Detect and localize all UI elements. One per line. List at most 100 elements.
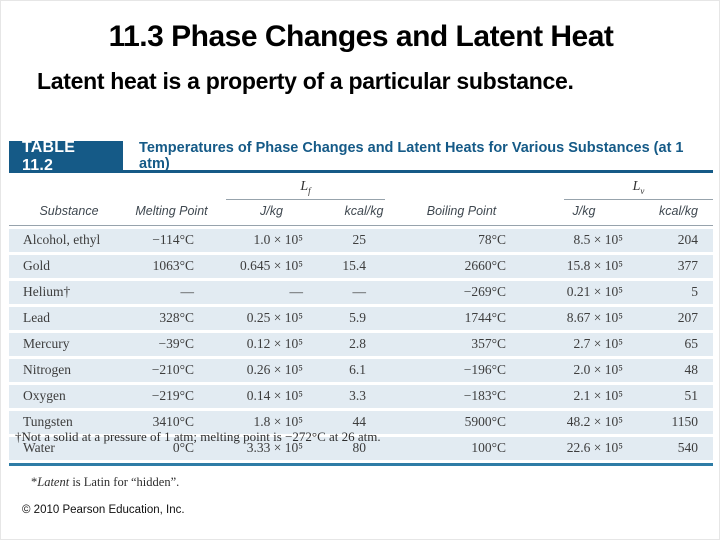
column-header-row: Substance Melting Point J/kg kcal/kg Boi… xyxy=(9,200,714,226)
value-cell: 8.67 × 10⁵ xyxy=(524,307,644,333)
value-cell: 1.0 × 10⁵ xyxy=(214,226,329,255)
substance-cell: Gold xyxy=(9,255,129,281)
value-cell: 3.3 xyxy=(329,385,399,411)
col-header-lv-kcalkg: kcal/kg xyxy=(644,200,714,226)
value-cell: 2660°C xyxy=(399,255,524,281)
substance-cell: Tungsten xyxy=(9,411,129,437)
value-cell: 0°C xyxy=(129,437,214,463)
table-row: Water 0°C 3.33 × 10⁵ 80 100°C 22.6 × 10⁵ 540 xyxy=(9,437,714,463)
footnote-latent-word: Latent xyxy=(37,475,70,489)
table-row: Oxygen −219°C 0.14 × 10⁵ 3.3 −183°C 2.1 × 10⁵… xyxy=(9,385,714,411)
substance-cell: Mercury xyxy=(9,333,129,359)
table-row: Nitrogen −210°C 0.26 × 10⁵ 6.1 −196°C 2.0 × 1… xyxy=(9,359,714,385)
table-figure: TABLE 11.2 Temperatures of Phase Changes… xyxy=(9,139,714,466)
page-title: 11.3 Phase Changes and Latent Heat xyxy=(108,20,614,53)
value-cell: 2.7 × 10⁵ xyxy=(524,333,644,359)
value-cell: 1744°C xyxy=(399,307,524,333)
lv-symbol: L xyxy=(632,179,641,195)
value-cell: −219°C xyxy=(129,385,214,411)
value-cell: 357°C xyxy=(399,333,524,359)
value-cell: −114°C xyxy=(129,226,214,255)
value-cell: −183°C xyxy=(399,385,524,411)
footnote-dagger: †Not a solid at a pressure of 1 atm; mel… xyxy=(15,429,381,444)
col-header-melting-point: Melting Point xyxy=(129,200,214,226)
lf-subscript: f xyxy=(308,186,311,196)
value-cell: 377 xyxy=(644,255,714,281)
col-header-lf-kcalkg: kcal/kg xyxy=(329,200,399,226)
substance-cell: Oxygen xyxy=(9,385,129,411)
value-cell: 48 xyxy=(644,359,714,385)
value-cell: 2.0 × 10⁵ xyxy=(524,359,644,385)
lv-subscript: v xyxy=(640,186,645,196)
footnote-latent: *Latent is Latin for “hidden”. xyxy=(31,475,179,490)
table-bottom-rule xyxy=(9,463,713,466)
substance-cell: Water xyxy=(9,437,129,463)
empty-header-cell xyxy=(399,178,524,200)
footnote-asterisk: * xyxy=(31,475,38,489)
value-cell: 80 xyxy=(329,437,399,463)
value-cell: 204 xyxy=(644,226,714,255)
col-header-lf-jkg: J/kg xyxy=(214,200,329,226)
value-cell: — xyxy=(214,281,329,307)
copyright-notice: © 2010 Pearson Education, Inc. xyxy=(22,504,185,516)
value-cell: 1.8 × 10⁵ xyxy=(214,411,329,437)
latent-heat-fusion-header: Lf xyxy=(214,178,399,200)
col-header-lv-jkg: J/kg xyxy=(524,200,644,226)
value-cell: 328°C xyxy=(129,307,214,333)
substance-cell: Nitrogen xyxy=(9,359,129,385)
table-row: Lead 328°C 0.25 × 10⁵ 5.9 1744°C 8.67 × 10⁵ 20… xyxy=(9,307,714,333)
value-cell: 0.14 × 10⁵ xyxy=(214,385,329,411)
latent-heat-group-row: Lf Lv xyxy=(9,178,714,200)
value-cell: 5900°C xyxy=(399,411,524,437)
value-cell: 15.8 × 10⁵ xyxy=(524,255,644,281)
table-row: Tungsten 3410°C 1.8 × 10⁵ 44 5900°C 48.2 × 10… xyxy=(9,411,714,437)
value-cell: 78°C xyxy=(399,226,524,255)
table-caption: Temperatures of Phase Changes and Latent… xyxy=(139,139,684,172)
value-cell: 0.26 × 10⁵ xyxy=(214,359,329,385)
value-cell: 25 xyxy=(329,226,399,255)
table-row: Gold 1063°C 0.645 × 10⁵ 15.4 2660°C 15.8 × 10… xyxy=(9,255,714,281)
substance-cell: Lead xyxy=(9,307,129,333)
footnote-latent-rest: is Latin for “hidden”. xyxy=(69,475,180,489)
value-cell: — xyxy=(129,281,214,307)
substance-cell: Alcohol, ethyl xyxy=(9,226,129,255)
value-cell: 15.4 xyxy=(329,255,399,281)
value-cell: −39°C xyxy=(129,333,214,359)
table-row: Mercury −39°C 0.12 × 10⁵ 2.8 357°C 2.7 × 10⁵ 6… xyxy=(9,333,714,359)
table-number-label: TABLE 11.2 xyxy=(9,139,124,174)
table-header: Lf Lv Substance Melting Point J/kg kcal/… xyxy=(9,178,714,226)
value-cell: 3.33 × 10⁵ xyxy=(214,437,329,463)
value-cell: 48.2 × 10⁵ xyxy=(524,411,644,437)
empty-header-cell xyxy=(9,178,129,200)
value-cell: 0.12 × 10⁵ xyxy=(214,333,329,359)
value-cell: 1063°C xyxy=(129,255,214,281)
phase-change-table: Lf Lv Substance Melting Point J/kg kcal/… xyxy=(9,178,714,463)
table-body: Alcohol, ethyl −114°C 1.0 × 10⁵ 25 78°C 8.5 ×… xyxy=(9,226,714,463)
value-cell: 1150 xyxy=(644,411,714,437)
value-cell: 0.21 × 10⁵ xyxy=(524,281,644,307)
value-cell: 51 xyxy=(644,385,714,411)
value-cell: 3410°C xyxy=(129,411,214,437)
value-cell: 0.25 × 10⁵ xyxy=(214,307,329,333)
empty-header-cell xyxy=(129,178,214,200)
value-cell: −269°C xyxy=(399,281,524,307)
value-cell: 6.1 xyxy=(329,359,399,385)
slide-subtitle: Latent heat is a property of a particula… xyxy=(37,68,574,94)
lf-symbol: L xyxy=(300,179,309,195)
col-header-boiling-point: Boiling Point xyxy=(399,200,524,226)
table-row: Helium† — — — −269°C 0.21 × 10⁵ 5 xyxy=(9,281,714,307)
value-cell: 207 xyxy=(644,307,714,333)
value-cell: 2.8 xyxy=(329,333,399,359)
value-cell: 65 xyxy=(644,333,714,359)
value-cell: 2.1 × 10⁵ xyxy=(524,385,644,411)
latent-heat-vaporization-header: Lv xyxy=(524,178,714,200)
value-cell: 5 xyxy=(644,281,714,307)
value-cell: 100°C xyxy=(399,437,524,463)
table-row: Alcohol, ethyl −114°C 1.0 × 10⁵ 25 78°C 8.5 ×… xyxy=(9,226,714,255)
value-cell: 44 xyxy=(329,411,399,437)
table-title-bar: TABLE 11.2 Temperatures of Phase Changes… xyxy=(9,139,713,174)
col-header-substance: Substance xyxy=(9,200,129,226)
value-cell: −196°C xyxy=(399,359,524,385)
value-cell: — xyxy=(329,281,399,307)
